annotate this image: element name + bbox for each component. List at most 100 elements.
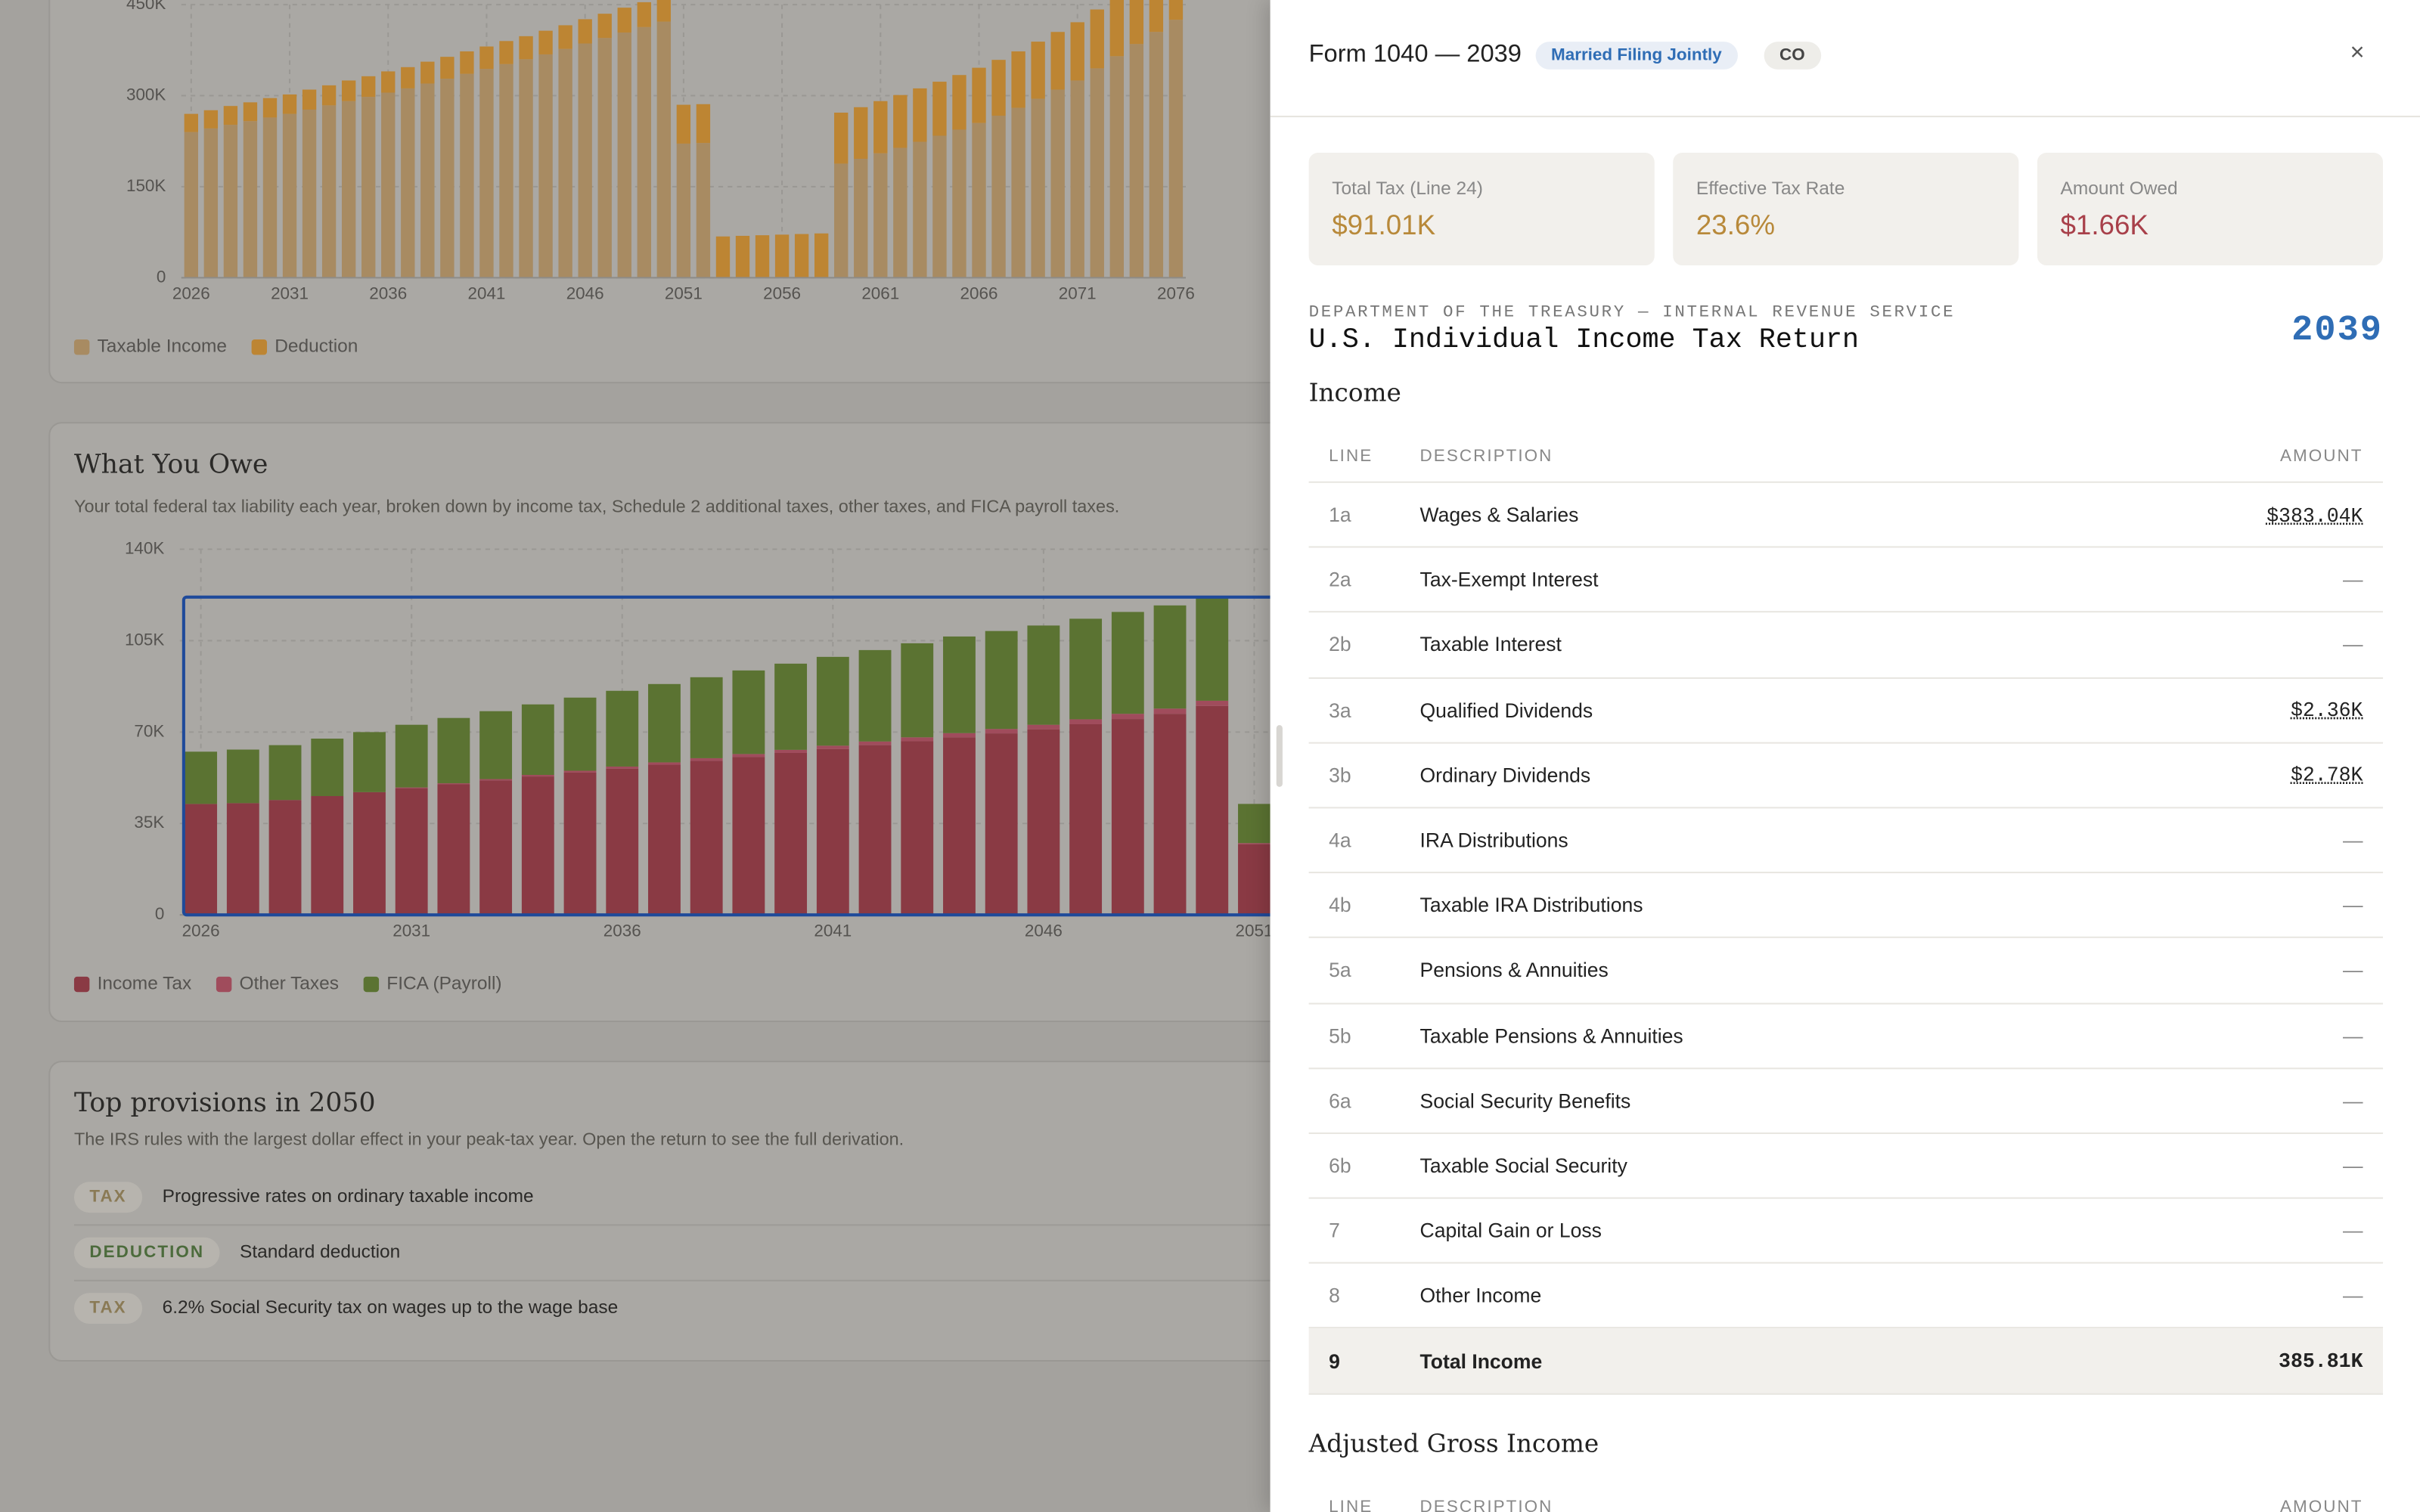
bar-segment: [1111, 719, 1144, 916]
bar-segment: [262, 98, 278, 118]
bar-segment: [1050, 89, 1065, 278]
bar-segment: [991, 60, 1006, 116]
legend-label: Income Tax: [98, 974, 192, 994]
section-title: Top provisions in 2050: [74, 1088, 376, 1118]
bar-segment: [184, 132, 199, 278]
bar-segment: [519, 36, 533, 60]
bar-segment: [606, 768, 639, 916]
resize-handle[interactable]: [1276, 725, 1283, 787]
cell: 6b: [1309, 1154, 1420, 1177]
cell-text: 2b: [1329, 633, 1351, 657]
bar-segment: [648, 762, 681, 765]
bar-segment: [311, 739, 344, 797]
cell-text: 1a: [1329, 503, 1351, 527]
form-section: Adjusted Gross Income LINE DESCRIPTION AMOU…: [1309, 1429, 2383, 1512]
bar-segment: [1050, 32, 1065, 90]
column-header: AMOUNT: [2279, 447, 2363, 466]
form-name: U.S. Individual Income Tax Return: [1308, 325, 1860, 357]
bar-segment: [834, 113, 849, 164]
y-tick-label: 35K: [134, 813, 164, 832]
bar-segment: [696, 143, 711, 278]
legend-swatch: [73, 976, 90, 993]
cell-text: 4a: [1329, 828, 1351, 852]
bar-segment: [1196, 700, 1229, 706]
cell-text: Capital Gain or Loss: [1419, 1219, 1602, 1243]
cell-text: $383.04K: [2266, 503, 2363, 528]
bar-segment: [676, 143, 691, 278]
x-tick-label: 2026: [182, 922, 220, 940]
column-header: LINE: [1329, 447, 1373, 466]
form-section: Income LINE DESCRIPTION AMOUNT 1a Wages & Sal…: [1308, 379, 2384, 1395]
cell-text: 3b: [1329, 763, 1351, 787]
cell: Taxable Pensions & Annuities: [1420, 1024, 2343, 1047]
cell-text: 7: [1329, 1219, 1340, 1243]
bar-segment: [479, 711, 513, 779]
bar-segment: [268, 800, 302, 916]
bar-segment: [479, 780, 513, 916]
cell-text: Taxable Pensions & Annuities: [1419, 1024, 1683, 1047]
bar-segment: [617, 8, 631, 33]
x-tick-label: 2076: [1157, 284, 1195, 303]
y-tick-label: 450K: [126, 0, 166, 13]
cell: —: [2343, 959, 2383, 982]
cell-text: 2a: [1329, 568, 1351, 592]
bar-segment: [901, 643, 934, 738]
bar-segment: [262, 117, 278, 278]
bar-segment: [873, 153, 888, 278]
bar-segment: [1069, 719, 1103, 725]
cell: 5a: [1309, 959, 1420, 982]
total-row: 9 Total Income 385.81K: [1308, 1329, 2384, 1395]
bar-segment: [1111, 612, 1144, 714]
bar-segment: [353, 732, 386, 792]
bar-segment: [774, 234, 790, 278]
bar-segment: [656, 0, 672, 22]
bar-segment: [696, 104, 711, 144]
cell: 3b: [1309, 764, 1420, 787]
bar-segment: [814, 233, 829, 278]
bar-segment: [1149, 32, 1164, 278]
bar-segment: [913, 88, 927, 142]
bar-segment: [437, 783, 470, 785]
cell: Tax-Exempt Interest: [1420, 569, 2343, 592]
bar-segment: [226, 749, 259, 804]
bar-segment: [563, 697, 597, 771]
bar-segment: [578, 43, 592, 278]
cell-text: —: [2342, 959, 2363, 982]
provision-row: DEDUCTION Standard deduction: [73, 1237, 1270, 1281]
cell: Pensions & Annuities: [1420, 959, 2343, 982]
bar-segment: [858, 741, 892, 745]
cell: —: [2343, 634, 2383, 657]
bar-segment: [690, 761, 723, 916]
stat-label: Total Tax (Line 24): [1332, 177, 1483, 200]
bar-segment: [648, 764, 681, 916]
cell-text: 4b: [1329, 894, 1351, 917]
bar-segment: [1238, 804, 1270, 844]
provision-row: TAX Progressive rates on ordinary taxable…: [73, 1182, 1270, 1226]
stat-value: $91.01K: [1332, 209, 1436, 241]
agency: DEPARTMENT OF THE TREASURY — INTERNAL RE…: [1308, 304, 1956, 323]
bar-segment: [437, 784, 470, 916]
stat-value: $1.66K: [2060, 209, 2149, 241]
bar-segment: [1238, 843, 1270, 844]
column-header: LINE: [1329, 1498, 1373, 1512]
cell-text: $2.36K: [2290, 699, 2363, 723]
bar-segment: [932, 82, 947, 136]
legend-swatch: [216, 976, 232, 993]
cell-text: —: [2342, 1089, 2363, 1112]
cell: 2a: [1309, 569, 1420, 592]
bar-segment: [479, 69, 494, 278]
bar-segment: [1090, 9, 1104, 69]
tag-background: [73, 1237, 220, 1269]
bar-segment: [1070, 22, 1084, 81]
bar-segment: [985, 631, 1018, 730]
table-row: 6a Social Security Benefits —: [1308, 1069, 2384, 1134]
cell-text: Social Security Benefits: [1419, 1089, 1631, 1112]
bar-segment: [1238, 844, 1270, 916]
bar-segment: [690, 677, 723, 758]
close-button[interactable]: ×: [2350, 40, 2365, 67]
bar-segment: [538, 54, 553, 278]
cell-text: $2.78K: [2290, 764, 2363, 788]
cell: 385.81K: [2279, 1349, 2363, 1373]
bar-segment: [395, 787, 428, 789]
bar-segment: [282, 113, 297, 278]
